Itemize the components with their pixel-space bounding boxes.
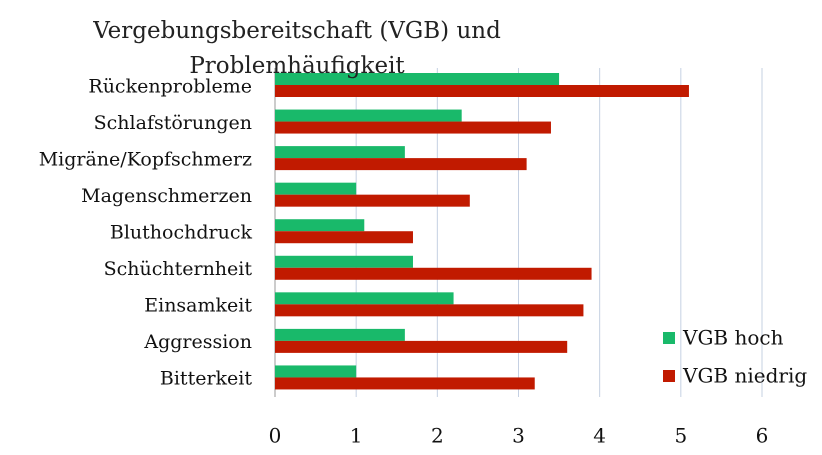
y-tick-label: Rückenprobleme [88, 75, 252, 97]
bar [275, 146, 405, 159]
legend-swatch [663, 370, 675, 382]
bar [275, 328, 405, 341]
bar [275, 292, 454, 305]
x-tick-label: 5 [674, 424, 687, 448]
bar [275, 109, 462, 122]
x-tick-label: 2 [431, 424, 444, 448]
y-tick-label: Schüchternheit [104, 258, 253, 280]
legend-label: VGB hoch [682, 326, 784, 350]
x-tick-label: 0 [269, 424, 282, 448]
bar [275, 85, 689, 97]
bar [275, 255, 413, 268]
bar [275, 73, 560, 85]
x-tick-label: 6 [756, 424, 769, 448]
y-tick-label: Einsamkeit [144, 295, 252, 317]
bar [275, 158, 527, 171]
bar [275, 304, 584, 317]
y-tick-label: Bluthochdruck [110, 222, 253, 244]
legend-label: VGB niedrig [682, 364, 807, 388]
bar [275, 340, 568, 353]
bar [275, 219, 365, 232]
bar [275, 231, 413, 244]
bar [275, 377, 535, 390]
bar [275, 267, 592, 280]
legend-swatch [663, 332, 675, 344]
bar [275, 365, 357, 378]
bar [275, 121, 551, 134]
bar [275, 194, 470, 207]
chart-title: Vergebungsbereitschaft (VGB) und Problem… [93, 18, 501, 79]
y-tick-label: Schlafstörungen [94, 112, 252, 134]
y-tick-label: Bitterkeit [160, 368, 252, 390]
bar [275, 182, 357, 195]
x-tick-label: 3 [512, 424, 525, 448]
x-tick-label: 4 [593, 424, 606, 448]
y-tick-label: Migräne/Kopfschmerz [39, 148, 252, 170]
x-tick-label: 1 [350, 424, 363, 448]
y-tick-label: Magenschmerzen [81, 185, 252, 207]
y-tick-label: Aggression [143, 331, 252, 353]
